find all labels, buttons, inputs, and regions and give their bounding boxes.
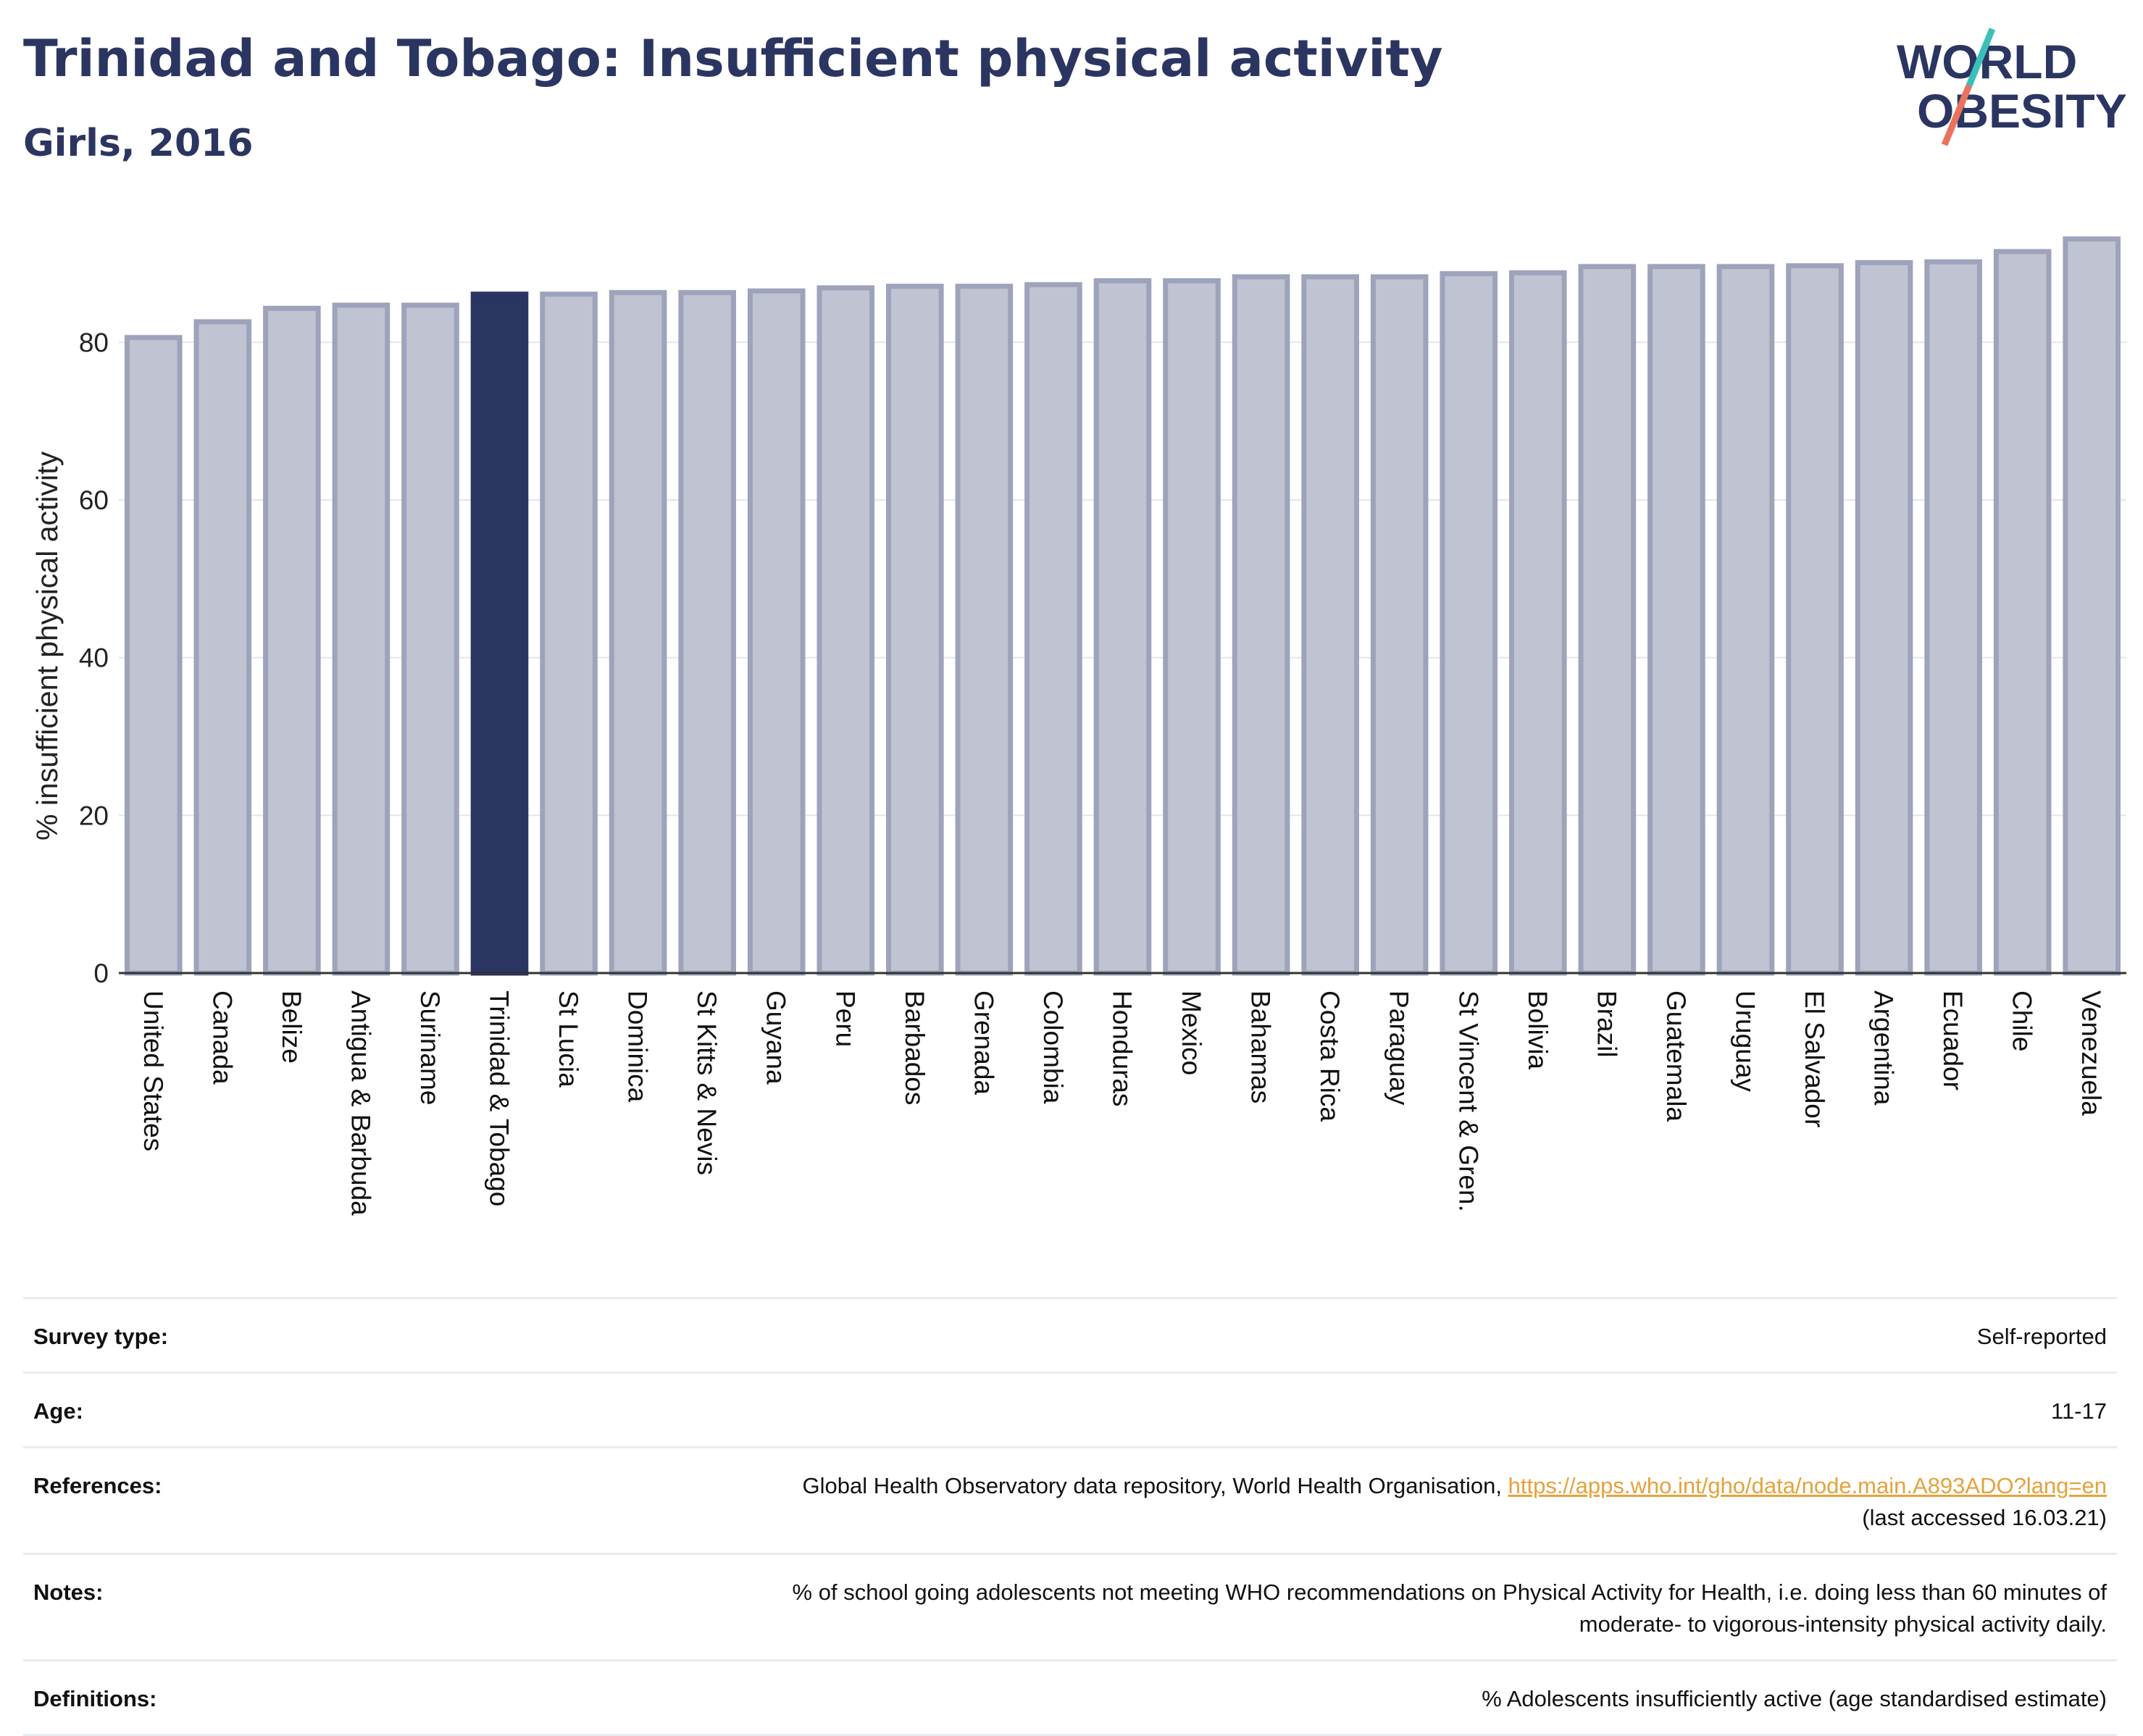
bar	[955, 283, 1014, 976]
bar	[1301, 274, 1359, 976]
bar	[124, 335, 183, 976]
x-tick-label: Honduras	[1108, 990, 1137, 1106]
x-tick-label: El Salvador	[1800, 990, 1829, 1127]
meta-row-age: Age: 11-17	[23, 1372, 2117, 1448]
x-tick-label: St Vincent & Gren.	[1453, 990, 1483, 1212]
bar	[816, 285, 875, 976]
bar	[1647, 264, 1705, 976]
y-tick-label: 80	[79, 327, 109, 357]
bar	[886, 283, 944, 976]
y-tick-label: 20	[79, 801, 109, 830]
bar	[1370, 274, 1429, 976]
meta-row-references: References: Global Health Observatory da…	[23, 1446, 2117, 1554]
bar	[1716, 264, 1775, 976]
bar	[1578, 264, 1637, 976]
meta-label: Notes:	[23, 1553, 420, 1661]
x-tick-label: United States	[138, 990, 168, 1151]
x-tick-label: Guatemala	[1661, 990, 1691, 1122]
metadata-table: Survey type: Self-reported Age: 11-17 Re…	[23, 1297, 2117, 1736]
bar	[1024, 282, 1082, 976]
x-tick-label: Suriname	[415, 990, 445, 1105]
references-text: Global Health Observatory data repositor…	[802, 1473, 1508, 1498]
bar	[193, 319, 252, 976]
bar	[609, 290, 667, 976]
bar-chart: 0 20 40 60 80 % insufficient physical activit…	[30, 236, 2126, 1216]
x-tick-label: Paraguay	[1384, 990, 1414, 1106]
bar	[1993, 249, 2052, 976]
bar	[678, 290, 736, 976]
bar	[1509, 270, 1567, 976]
bar	[540, 291, 598, 976]
meta-value: % of school going adolescents not meetin…	[420, 1553, 2117, 1661]
x-tick-label: Trinidad & Tobago	[485, 990, 514, 1206]
x-tick-label: Argentina	[1869, 990, 1899, 1106]
x-tick-label: Guyana	[761, 990, 791, 1085]
meta-label: References:	[23, 1446, 420, 1554]
meta-value: Self-reported	[420, 1297, 2117, 1373]
meta-value: % Adolescents insufficiently active (age…	[420, 1659, 2117, 1736]
bar	[263, 306, 321, 976]
meta-row-notes: Notes: % of school going adolescents not…	[23, 1553, 2117, 1661]
x-tick-label: Antigua & Barbuda	[346, 990, 375, 1216]
x-tick-label: Barbados	[900, 990, 930, 1105]
x-tick-label: Bolivia	[1523, 990, 1553, 1069]
x-tick-label: Costa Rica	[1315, 990, 1345, 1122]
meta-label: Age:	[23, 1372, 420, 1448]
meta-label: Survey type:	[23, 1297, 420, 1373]
x-tick-label: Peru	[830, 990, 860, 1047]
chart-subtitle: Girls, 2016	[23, 122, 254, 165]
x-tick-label: Uruguay	[1730, 990, 1760, 1092]
x-tick-label: St Kitts & Nevis	[692, 990, 722, 1175]
bar	[401, 302, 459, 976]
bar	[1163, 277, 1221, 976]
bar	[747, 288, 806, 976]
y-axis-label: % insufficient physical activity	[30, 451, 64, 840]
bar	[1093, 277, 1152, 976]
meta-row-survey-type: Survey type: Self-reported	[23, 1297, 2117, 1373]
notes-line2: moderate- to vigorous-intensity physical…	[1579, 1611, 2107, 1637]
y-tick-label: 60	[79, 485, 109, 515]
x-tick-label: Bahamas	[1246, 990, 1276, 1103]
chart-title: Trinidad and Tobago: Insufficient physic…	[23, 29, 1443, 88]
world-obesity-logo: WORLD OBESITY	[1897, 28, 2127, 146]
logo-slash-coral	[1941, 84, 1973, 146]
references-accessed: (last accessed 16.03.21)	[1862, 1505, 2107, 1530]
x-tick-label: Chile	[2008, 990, 2037, 1051]
x-tick-label: Dominica	[623, 990, 653, 1103]
bar	[1786, 263, 1844, 976]
x-tick-label: Grenada	[969, 990, 998, 1095]
bar	[1924, 259, 1982, 976]
meta-row-definitions: Definitions: % Adolescents insufficientl…	[23, 1659, 2117, 1736]
y-tick-label: 0	[93, 959, 109, 988]
bar	[1855, 259, 1913, 976]
notes-line1: % of school going adolescents not meetin…	[792, 1579, 2107, 1605]
x-tick-label: Brazil	[1592, 990, 1621, 1058]
y-tick-label: 40	[79, 643, 109, 673]
bar	[1440, 271, 1498, 976]
meta-value: 11-17	[420, 1372, 2117, 1448]
meta-label: Definitions:	[23, 1659, 420, 1736]
bar	[332, 302, 390, 976]
logo-slash-teal	[1966, 28, 1996, 87]
bar	[2063, 236, 2121, 976]
bar	[1232, 274, 1290, 976]
x-tick-label: Colombia	[1038, 990, 1068, 1104]
bar-highlighted	[470, 291, 529, 976]
x-tick-label: Belize	[277, 990, 306, 1064]
x-tick-label: St Lucia	[553, 990, 583, 1088]
references-link[interactable]: https://apps.who.int/gho/data/node.main.…	[1508, 1473, 2107, 1498]
meta-value: Global Health Observatory data repositor…	[420, 1446, 2117, 1554]
x-tick-label: Venezuela	[2076, 990, 2106, 1116]
x-tick-label: Mexico	[1177, 990, 1206, 1075]
x-tick-label: Ecuador	[1938, 990, 1968, 1090]
x-tick-label: Canada	[207, 990, 237, 1085]
